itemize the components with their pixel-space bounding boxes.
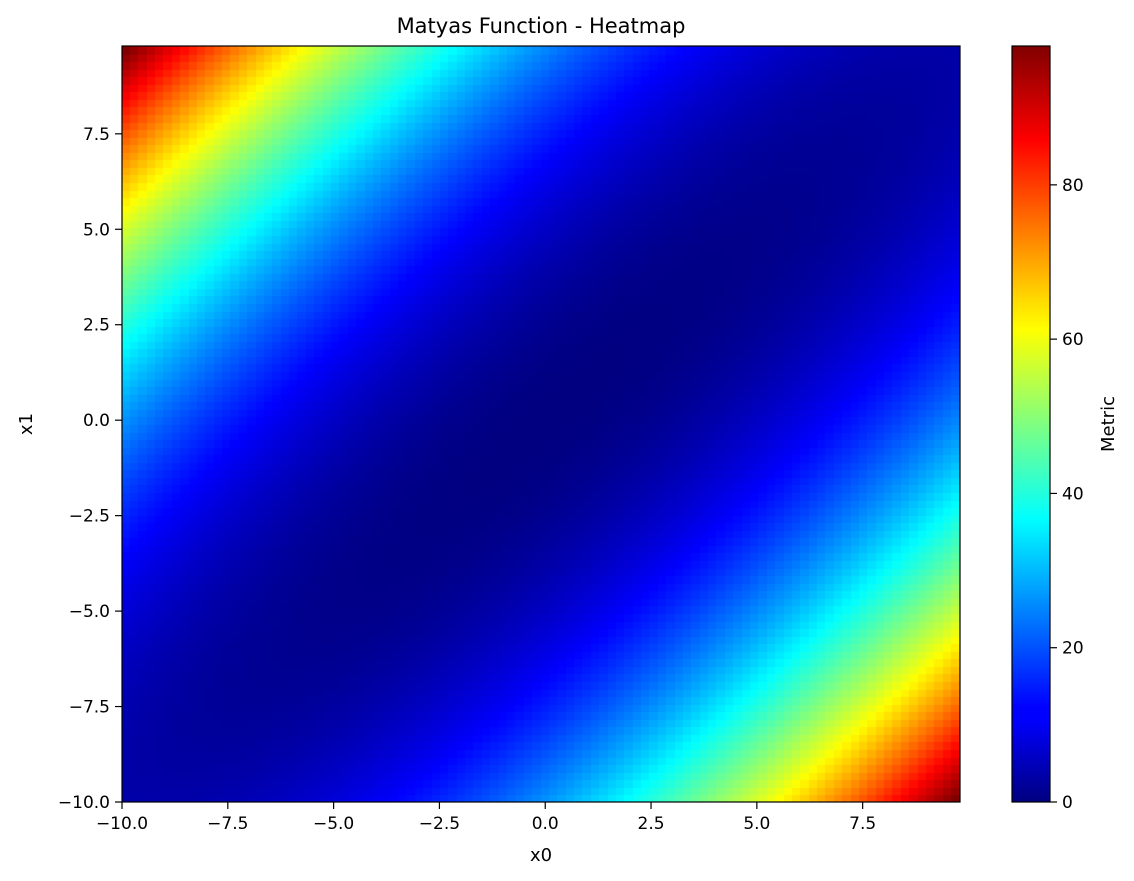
- colorbar-tick-label: 60: [1062, 330, 1084, 350]
- colorbar: [1012, 46, 1050, 802]
- colorbar-ticks: 0 20 40 60 80: [1050, 176, 1084, 813]
- colorbar-tick-label: 80: [1062, 176, 1084, 196]
- colorbar-frame: [1011, 45, 1051, 803]
- plot-frame: [121, 45, 961, 803]
- x-tick-label: 5.0: [743, 814, 770, 834]
- heatmap-image: [122, 46, 960, 802]
- y-tick-label: 7.5: [83, 125, 110, 145]
- y-tick-label: −2.5: [69, 507, 110, 527]
- colorbar-label: Metric: [1098, 396, 1119, 452]
- colorbar-tick-label: 20: [1062, 639, 1084, 659]
- x-tick-label: −5.0: [313, 814, 354, 834]
- y-tick-label: 0.0: [83, 411, 110, 431]
- x-axis-ticks: −10.0 −7.5 −5.0 −2.5 0.0 2.5 5.0 7.5: [96, 802, 876, 834]
- y-axis-ticks: −10.0 −7.5 −5.0 −2.5 0.0 2.5 5.0 7.5: [58, 125, 122, 813]
- x-axis-label: x0: [530, 845, 552, 866]
- y-tick-label: 2.5: [83, 316, 110, 336]
- y-tick-label: −7.5: [69, 698, 110, 718]
- x-tick-label: −2.5: [419, 814, 460, 834]
- x-tick-label: 0.0: [532, 814, 559, 834]
- chart-title: Matyas Function - Heatmap: [397, 14, 686, 38]
- y-tick-label: −5.0: [69, 602, 110, 622]
- colorbar-tick-label: 0: [1062, 793, 1073, 813]
- heatmap-plot-area: [122, 46, 960, 802]
- colorbar-tick-label: 40: [1062, 484, 1084, 504]
- y-axis-label: x1: [16, 413, 37, 435]
- x-tick-label: −10.0: [96, 814, 148, 834]
- y-tick-label: 5.0: [83, 220, 110, 240]
- x-tick-label: 2.5: [638, 814, 665, 834]
- x-tick-label: −7.5: [207, 814, 248, 834]
- x-tick-label: 7.5: [849, 814, 876, 834]
- y-tick-label: −10.0: [58, 793, 110, 813]
